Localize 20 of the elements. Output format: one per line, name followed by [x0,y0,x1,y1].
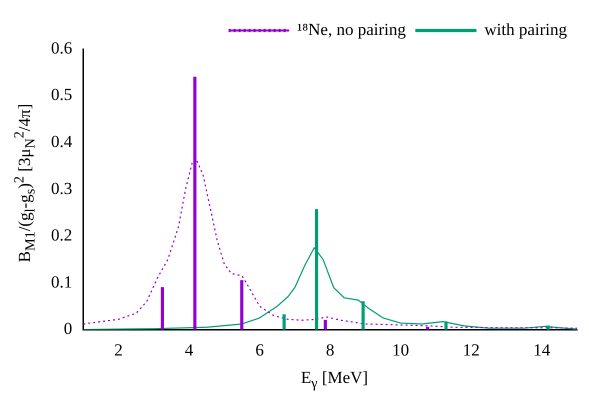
y-tick-label: 0.6 [51,38,72,58]
x-tick-label: 4 [184,340,194,360]
y-tick-label: 0.1 [51,272,72,292]
x-tick-label: 10 [392,340,410,360]
x-axis-title: E$_{γ}$ [MeV] [300,368,370,392]
bar [282,314,286,330]
x-tick-label: 12 [462,340,480,360]
bar [160,287,164,330]
y-tick-label: 0.3 [51,178,72,198]
x-tick-label: 6 [255,340,264,360]
bar [324,320,327,330]
legend-label: with pairing [484,20,568,39]
legend-label: ¹⁸Ne, no pairing [297,20,406,39]
y-tick-label: 0 [64,319,72,338]
x-tick-label: 14 [533,340,551,360]
y-tick-label: 0.2 [51,226,72,245]
x-tick-label: 8 [326,340,334,360]
x-tick-label: 2 [114,340,123,360]
y-tick-label: 0.5 [51,85,72,104]
y-tick-label: 0.4 [51,132,73,151]
